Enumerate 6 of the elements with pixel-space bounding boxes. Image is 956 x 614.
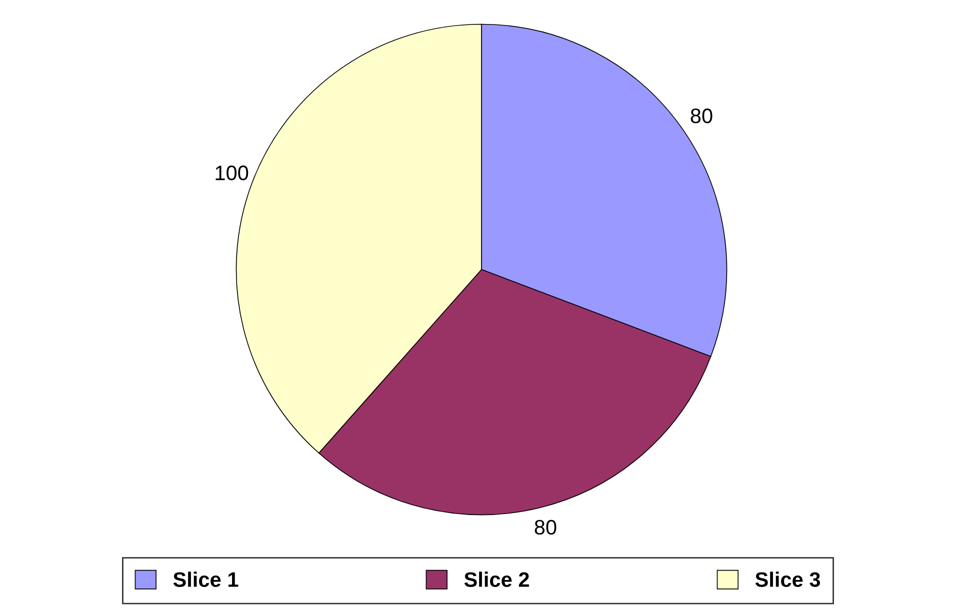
legend-label: Slice 3 xyxy=(755,572,820,587)
data-label: 100 xyxy=(216,166,248,180)
data-label: 80 xyxy=(534,520,556,535)
legend-label: Slice 2 xyxy=(464,572,529,587)
data-label: 80 xyxy=(690,108,712,124)
legend-label: Slice 1 xyxy=(173,572,238,587)
